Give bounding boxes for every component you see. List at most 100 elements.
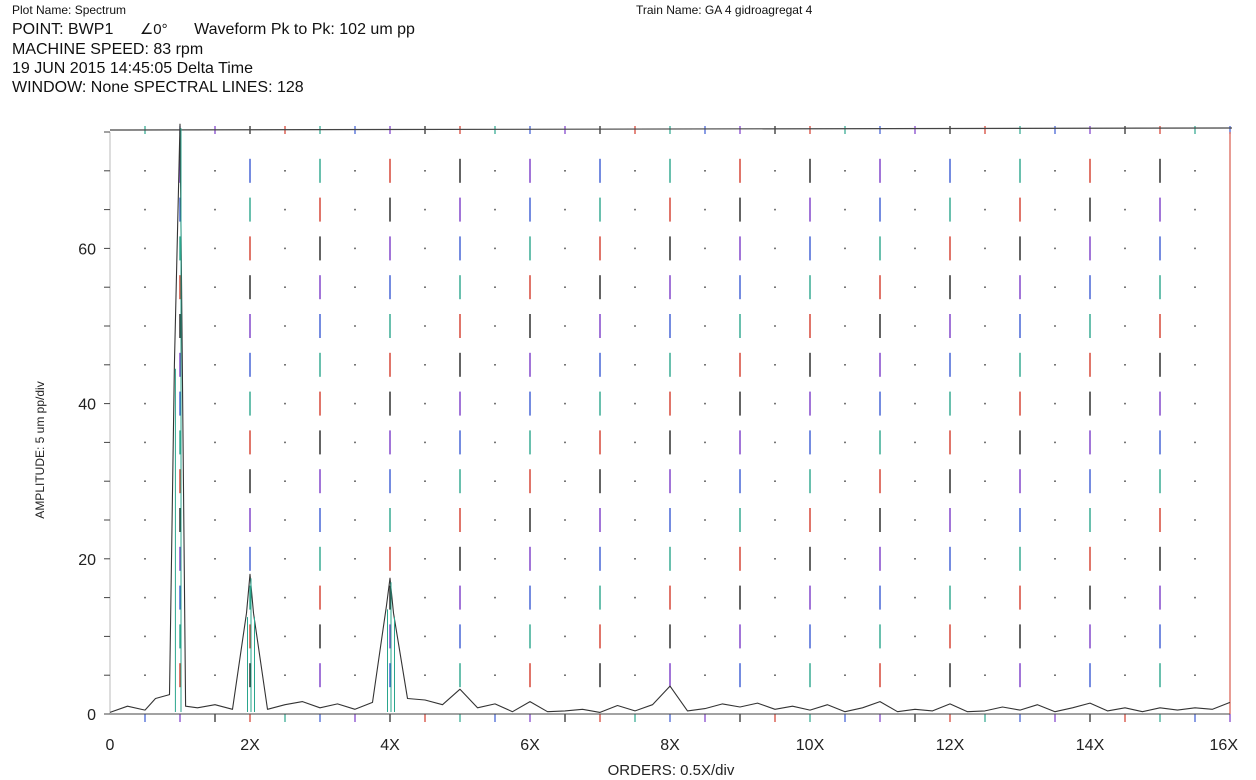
- grid-dot: [1124, 480, 1126, 482]
- grid-dot: [844, 208, 846, 211]
- grid-dot: [1054, 519, 1056, 521]
- grid-dot: [354, 441, 356, 444]
- grid-dot: [914, 247, 916, 250]
- x-tick-label: 8X: [660, 737, 680, 754]
- grid-dot: [844, 519, 846, 521]
- grid-dot: [214, 402, 216, 405]
- grid-dot: [984, 402, 986, 405]
- grid-dot: [704, 558, 706, 560]
- grid-dot: [1194, 208, 1196, 211]
- grid-dot: [704, 247, 706, 250]
- grid-dot: [1124, 208, 1126, 211]
- grid-dot: [494, 170, 496, 172]
- grid-dot: [564, 558, 566, 560]
- grid-dot: [494, 596, 496, 599]
- grid-dot: [984, 596, 986, 599]
- grid-dot: [284, 596, 286, 599]
- grid-dot: [634, 596, 636, 599]
- grid-dot: [214, 635, 216, 638]
- y-tick-label: 60: [78, 241, 96, 258]
- grid-dot: [984, 364, 986, 366]
- grid-dot: [704, 325, 706, 327]
- grid-dot: [1124, 170, 1126, 172]
- grid-dot: [1054, 596, 1056, 599]
- grid-dot: [774, 364, 776, 366]
- grid-dot: [844, 247, 846, 250]
- grid-dot: [704, 402, 706, 405]
- grid-dot: [844, 558, 846, 560]
- grid-dot: [914, 674, 916, 676]
- grid-dot: [914, 286, 916, 288]
- x-tick-label: 10X: [796, 737, 825, 754]
- y-tick-label: 40: [78, 397, 96, 414]
- grid-dot: [634, 364, 636, 366]
- grid-dot: [284, 170, 286, 172]
- grid-dot: [704, 286, 706, 288]
- grid-dot: [284, 441, 286, 444]
- grid-dot: [1124, 364, 1126, 366]
- grid-dot: [1054, 325, 1056, 327]
- grid-dot: [284, 519, 286, 521]
- grid-dot: [844, 402, 846, 405]
- grid-dot: [494, 519, 496, 521]
- grid-dot: [214, 441, 216, 444]
- y-tick-label: 20: [78, 552, 96, 569]
- order-markers: [179, 158, 1161, 688]
- grid-dot: [984, 286, 986, 288]
- grid-dot: [1194, 170, 1196, 172]
- grid-dot: [214, 325, 216, 327]
- grid-dot: [564, 441, 566, 444]
- grid-dot: [1054, 208, 1056, 211]
- point-label: POINT: BWP1: [12, 21, 114, 38]
- grid-dot: [634, 480, 636, 482]
- grid-dot: [984, 441, 986, 444]
- grid-dot: [844, 364, 846, 366]
- grid-dot: [494, 364, 496, 366]
- chart-tick-labels: 0 20 40 60 0 2X 4X 6X 8X 10X 12X 14X 16X: [78, 241, 1238, 754]
- grid-dot: [1124, 402, 1126, 405]
- grid-dot: [914, 635, 916, 638]
- grid-dot: [424, 364, 426, 366]
- grid-dot: [144, 208, 146, 211]
- grid-dot: [354, 635, 356, 638]
- grid-dot: [564, 596, 566, 599]
- grid-dot: [214, 170, 216, 172]
- grid-dot: [354, 286, 356, 288]
- grid-dot: [1054, 558, 1056, 560]
- grid-dot: [704, 596, 706, 599]
- grid-dot: [354, 170, 356, 172]
- grid-dot: [284, 364, 286, 366]
- y-tick-label: 0: [87, 707, 96, 724]
- x-axis-label: ORDERS: 0.5X/div: [608, 762, 735, 779]
- x-tick-label: 2X: [240, 737, 260, 754]
- grid-dot: [844, 596, 846, 599]
- grid-dot: [214, 208, 216, 211]
- x-tick-label: 6X: [520, 737, 540, 754]
- grid-dot: [774, 635, 776, 638]
- grid-dot: [774, 674, 776, 676]
- grid-dot: [844, 325, 846, 327]
- grid-dot: [1194, 286, 1196, 288]
- grid-dot: [914, 596, 916, 599]
- grid-dot: [844, 286, 846, 288]
- grid-dot: [634, 441, 636, 444]
- grid-dot: [1194, 558, 1196, 560]
- grid-dot: [354, 674, 356, 676]
- grid-dot: [984, 519, 986, 521]
- grid-dot: [774, 286, 776, 288]
- grid-dot: [1054, 247, 1056, 250]
- grid-dot: [214, 247, 216, 250]
- grid-dot: [354, 364, 356, 366]
- grid-dot: [1194, 674, 1196, 676]
- chart-axes: [104, 126, 1233, 722]
- grid-dot: [634, 247, 636, 250]
- grid-dot: [564, 519, 566, 521]
- grid-dot: [494, 441, 496, 444]
- grid-dot: [354, 596, 356, 599]
- grid-dot: [984, 558, 986, 560]
- x-tick-label: 14X: [1076, 737, 1105, 754]
- grid-dot: [1124, 596, 1126, 599]
- grid-dot: [704, 674, 706, 676]
- grid-dot: [704, 208, 706, 211]
- grid-dot: [1054, 286, 1056, 288]
